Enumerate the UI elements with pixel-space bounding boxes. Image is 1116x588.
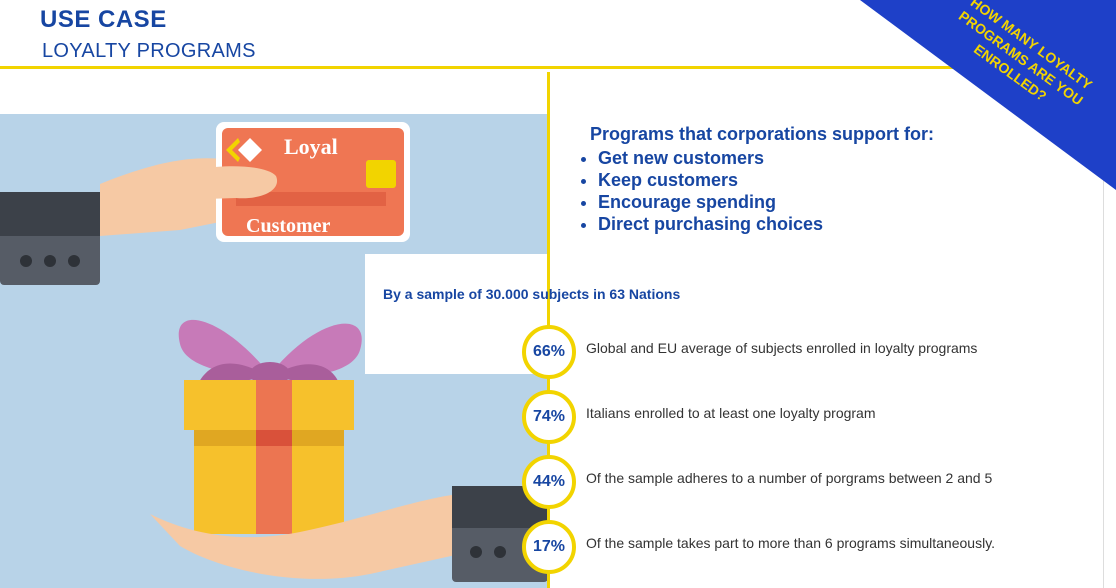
stat-text: Of the sample adheres to a number of por… <box>586 470 993 486</box>
card-bottom-text: Customer <box>246 215 331 237</box>
programs-list: Get new customers Keep customers Encoura… <box>572 147 934 235</box>
page-title: USE CASE <box>40 6 167 33</box>
stat-row: 74% Italians enrolled to at least one lo… <box>522 390 1052 444</box>
sleeve-icon <box>0 192 100 285</box>
corner-banner: HOW MANY LOYALTY PROGRAMS ARE YOU ENROLL… <box>860 0 1116 190</box>
slide-edge <box>1103 0 1104 588</box>
sample-note: By a sample of 30.000 subjects in 63 Nat… <box>383 286 681 302</box>
card-top-text: Loyal <box>284 134 338 159</box>
stat-percent: 74% <box>522 390 576 444</box>
gift-icon <box>178 319 362 534</box>
stat-text: Italians enrolled to at least one loyalt… <box>586 405 876 421</box>
stat-row: 17% Of the sample takes part to more tha… <box>522 520 1052 574</box>
list-item: Get new customers <box>598 147 934 169</box>
stat-percent: 17% <box>522 520 576 574</box>
stat-row: 44% Of the sample adheres to a number of… <box>522 455 1052 509</box>
loyalty-card-icon <box>216 122 410 242</box>
loyalty-illustration: Loyal Customer <box>0 114 548 588</box>
list-item: Direct purchasing choices <box>598 213 934 235</box>
stat-percent: 66% <box>522 325 576 379</box>
stat-percent: 44% <box>522 455 576 509</box>
programs-heading: Programs that corporations support for: <box>590 124 935 144</box>
stat-text: Of the sample takes part to more than 6 … <box>586 535 996 551</box>
list-item: Keep customers <box>598 169 934 191</box>
programs-section: Programs that corporations support for: … <box>572 124 934 235</box>
list-item: Encourage spending <box>598 191 934 213</box>
stat-text: Global and EU average of subjects enroll… <box>586 340 978 356</box>
header-divider <box>0 66 1080 69</box>
page-subtitle: LOYALTY PROGRAMS <box>42 40 256 62</box>
stat-row: 66% Global and EU average of subjects en… <box>522 325 1052 379</box>
